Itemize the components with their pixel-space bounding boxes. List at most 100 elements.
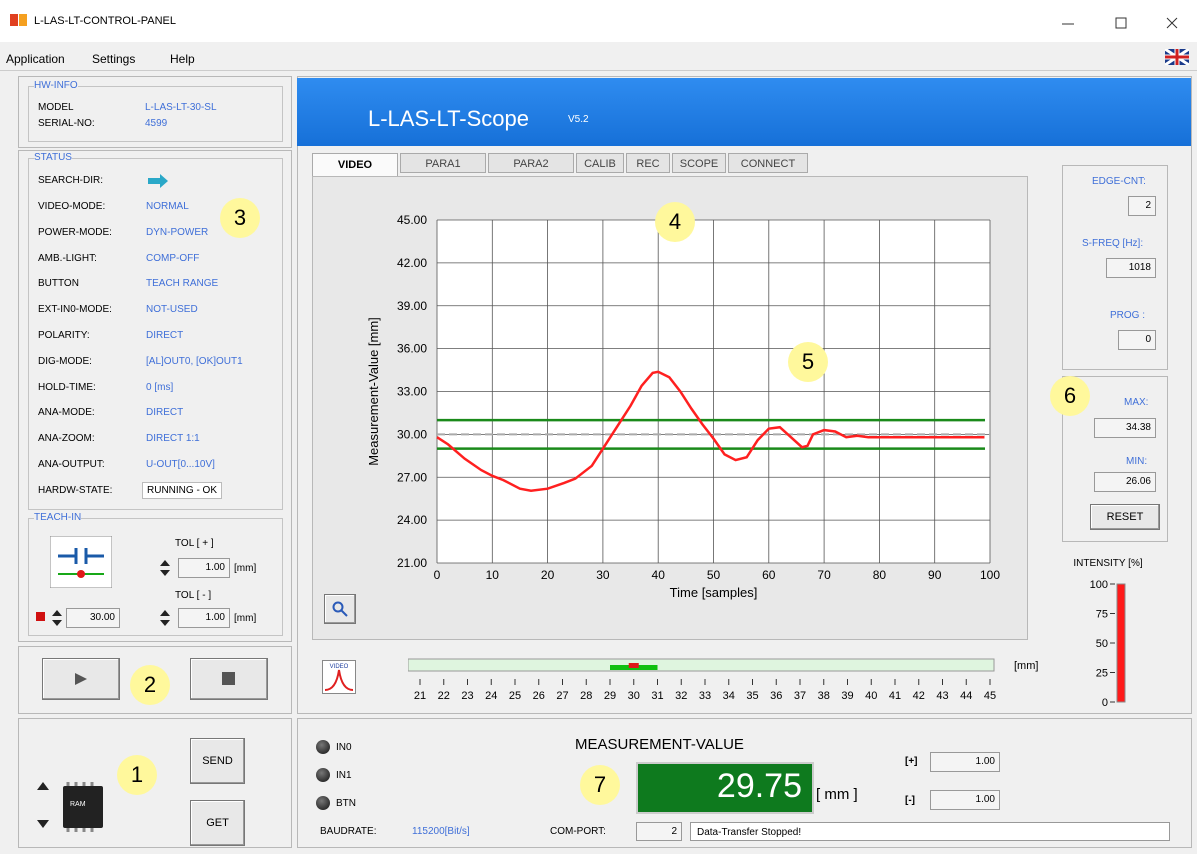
- hw-value: L-LAS-LT-30-SL: [145, 102, 217, 113]
- intensity-tick-label: 100: [1090, 579, 1108, 591]
- tab[interactable]: PARA1: [400, 153, 486, 173]
- tab[interactable]: PARA2: [488, 153, 574, 173]
- unit: [mm]: [234, 613, 257, 624]
- scale-tick-label: 41: [889, 690, 901, 702]
- tol-label: TOL [ - ]: [175, 590, 212, 601]
- tol-field[interactable]: 1.00: [178, 608, 230, 628]
- spinner: [52, 610, 62, 626]
- led-label: IN1: [336, 770, 352, 781]
- icon-label: VIDEO: [330, 664, 349, 670]
- side-field: 34.38: [1094, 418, 1156, 438]
- y-tick-label: 36.00: [397, 342, 427, 356]
- status-label: ANA-ZOOM:: [38, 433, 95, 445]
- menu-item[interactable]: Settings: [92, 52, 136, 66]
- side-label: MIN:: [1126, 456, 1148, 467]
- scale-marker: [628, 663, 639, 668]
- side-field: 26.06: [1094, 472, 1156, 492]
- callout: 3: [220, 198, 260, 238]
- window-title: L-LAS-LT-CONTROL-PANEL: [34, 15, 177, 27]
- scale-tick-label: 39: [841, 690, 853, 702]
- get-button[interactable]: GET: [190, 800, 245, 846]
- reset-button[interactable]: RESET: [1090, 504, 1160, 530]
- teach-led: [36, 612, 45, 621]
- menu-item[interactable]: Help: [170, 52, 195, 66]
- scope-header: [297, 78, 1191, 146]
- x-tick-label: 50: [707, 568, 721, 582]
- scale-tick-label: 29: [604, 690, 616, 702]
- app-icon: [10, 14, 27, 26]
- side-label: S-FREQ [Hz]:: [1082, 238, 1144, 249]
- callout: 6: [1050, 376, 1090, 416]
- icon-peak: [324, 669, 354, 691]
- led: [316, 796, 330, 810]
- x-tick-label: 10: [486, 568, 500, 582]
- status-label: VIDEO-MODE:: [38, 201, 106, 212]
- status-label: ANA-OUTPUT:: [38, 459, 105, 470]
- x-tick-label: 80: [873, 568, 887, 582]
- y-tick-label: 42.00: [397, 256, 427, 270]
- measurement-value: 29.75: [716, 767, 802, 805]
- callout: 4: [655, 202, 695, 242]
- status-value: NOT-USED: [146, 304, 198, 316]
- status-value: U-OUT[0...10V]: [146, 459, 215, 470]
- scale-tick-label: 43: [936, 690, 948, 702]
- y-tick-label: 24.00: [397, 513, 427, 527]
- scale-tick-label: 44: [960, 690, 972, 702]
- scale-tick-label: 35: [746, 690, 758, 702]
- callout: 7: [580, 765, 620, 805]
- tab[interactable]: REC: [626, 153, 670, 173]
- tol-label: TOL [ + ]: [175, 538, 214, 549]
- measurement-unit: [ mm ]: [816, 786, 858, 803]
- hw-value: 4599: [145, 118, 168, 129]
- teach-field[interactable]: 30.00: [66, 608, 120, 628]
- group-title: HW-INFO: [34, 80, 78, 91]
- search-dir-arrow: [148, 174, 168, 188]
- start-button[interactable]: [42, 658, 120, 700]
- ram-spinner[interactable]: [36, 780, 50, 830]
- scale-tick-label: 25: [509, 690, 521, 702]
- hw-label: SERIAL-NO:: [38, 118, 95, 129]
- chip-label: RAM: [70, 801, 86, 808]
- send-button[interactable]: SEND: [190, 738, 245, 784]
- status-value: TEACH RANGE: [146, 278, 219, 290]
- scale-tick-label: 28: [580, 690, 592, 702]
- plus-label: [+]: [905, 756, 918, 767]
- y-axis-label: Measurement-Value [mm]: [366, 317, 381, 466]
- status-value: DIRECT: [146, 330, 184, 341]
- status-label: ANA-MODE:: [38, 407, 95, 419]
- status-value: NORMAL: [146, 201, 189, 212]
- window-controls[interactable]: [1050, 10, 1190, 34]
- tab[interactable]: VIDEO: [312, 153, 398, 176]
- tab[interactable]: SCOPE: [672, 153, 726, 173]
- plus-field: 1.00: [930, 752, 1000, 772]
- language-flag[interactable]: [1165, 49, 1189, 65]
- callout: 5: [788, 342, 828, 382]
- led: [316, 768, 330, 782]
- side-field: 2: [1128, 196, 1156, 216]
- status-label: POWER-MODE:: [38, 226, 112, 238]
- callout: 2: [130, 665, 170, 705]
- status-value: DYN-POWER: [146, 226, 209, 238]
- tab[interactable]: CALIB: [576, 153, 624, 173]
- minus-label: [-]: [905, 795, 915, 806]
- scale-tick-label: 40: [865, 690, 877, 702]
- scale-tick-label: 38: [818, 690, 830, 702]
- scale-tick-label: 24: [485, 690, 497, 702]
- unit: [mm]: [234, 563, 257, 574]
- scale-tick-label: 42: [913, 690, 925, 702]
- com-label: COM-PORT:: [550, 826, 606, 837]
- tab[interactable]: CONNECT: [728, 153, 808, 173]
- scale-track: [408, 658, 995, 672]
- x-tick-label: 30: [596, 568, 610, 582]
- tol-field[interactable]: 1.00: [178, 558, 230, 578]
- stop-button[interactable]: [190, 658, 268, 700]
- scale-tick-label: 27: [556, 690, 568, 702]
- position-scale: 21 22 23 24 25 26 27 28 29 30 31 32 33 34 35 36 37 38 39 40…: [408, 658, 996, 702]
- spinner-arrows: [52, 610, 62, 626]
- scale-tick-label: 30: [628, 690, 640, 702]
- status-label: AMB.-LIGHT:: [38, 252, 97, 264]
- zoom-button[interactable]: [324, 594, 356, 624]
- menu-item[interactable]: Application: [6, 52, 65, 66]
- y-tick-label: 21.00: [397, 556, 427, 570]
- intensity-label: INTENSITY [%]: [1073, 558, 1142, 569]
